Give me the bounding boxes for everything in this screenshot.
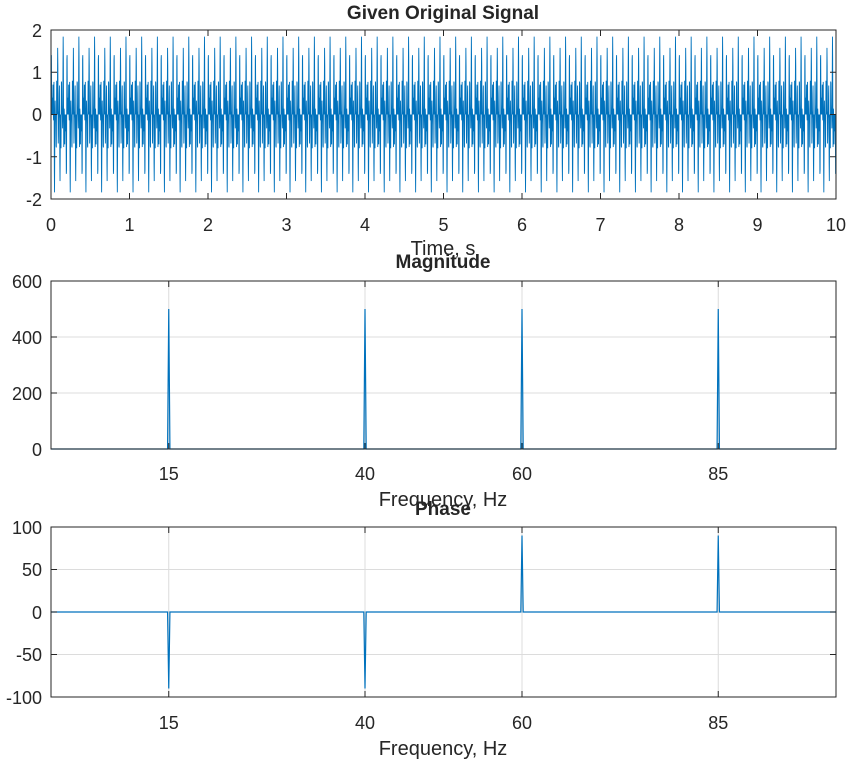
magnitude-xtick-40: 40 [355, 464, 375, 484]
magnitude-xlabel: Frequency, Hz [379, 489, 508, 511]
phase-panel: Phase 100 50 0 -50 -100 15 40 60 85 Freq… [6, 499, 837, 760]
signal-title: Given Original Signal [347, 3, 539, 24]
signal-panel: Given Original Signal 2 1 0 -1 -2 0 1 2 … [26, 3, 846, 260]
phase-ytick-50: 50 [22, 560, 42, 580]
signal-ytick-1: 1 [32, 63, 42, 83]
signal-xtick-0: 0 [46, 215, 56, 235]
signal-xtick-9: 9 [752, 215, 762, 235]
signal-xtick-8: 8 [674, 215, 684, 235]
signal-ytick-minus2: -2 [26, 190, 42, 210]
signal-ytick-0: 0 [32, 105, 42, 125]
magnitude-title: Magnitude [396, 252, 491, 273]
magnitude-plot-area [51, 281, 836, 449]
phase-xtick-60: 60 [512, 713, 532, 733]
signal-tick-marks [50, 29, 837, 200]
signal-xtick-5: 5 [438, 215, 448, 235]
phase-xtick-85: 85 [708, 713, 728, 733]
signal-series-line [50, 36, 837, 193]
signal-xlabel: Time, s [411, 238, 476, 260]
magnitude-ytick-200: 200 [12, 384, 42, 404]
magnitude-panel: Magnitude 600 400 200 0 15 40 60 85 Freq… [12, 252, 837, 511]
magnitude-axes-frame [50, 280, 837, 450]
magnitude-xtick-15: 15 [159, 464, 179, 484]
magnitude-xtick-85: 85 [708, 464, 728, 484]
phase-series-line [51, 535, 836, 689]
signal-ytick-minus1: -1 [26, 148, 42, 168]
signal-xtick-10: 10 [826, 215, 846, 235]
phase-xlabel: Frequency, Hz [379, 738, 508, 760]
signal-xtick-6: 6 [517, 215, 527, 235]
signal-xtick-1: 1 [124, 215, 134, 235]
signal-xtick-7: 7 [595, 215, 605, 235]
phase-xtick-40: 40 [355, 713, 375, 733]
phase-tick-marks [51, 526, 836, 698]
signal-xtick-2: 2 [203, 215, 213, 235]
phase-ytick-0: 0 [32, 603, 42, 623]
phase-ytick-100: 100 [12, 518, 42, 538]
signal-ytick-2: 2 [32, 21, 42, 41]
phase-xtick-15: 15 [159, 713, 179, 733]
magnitude-ytick-600: 600 [12, 272, 42, 292]
magnitude-xtick-60: 60 [512, 464, 532, 484]
signal-xtick-4: 4 [360, 215, 370, 235]
phase-ytick-minus50: -50 [16, 645, 42, 665]
magnitude-ytick-400: 400 [12, 328, 42, 348]
magnitude-tick-marks [51, 280, 836, 450]
phase-title: Phase [415, 499, 471, 520]
phase-ytick-minus100: -100 [6, 688, 42, 708]
signal-xtick-3: 3 [281, 215, 291, 235]
magnitude-ytick-0: 0 [32, 440, 42, 460]
